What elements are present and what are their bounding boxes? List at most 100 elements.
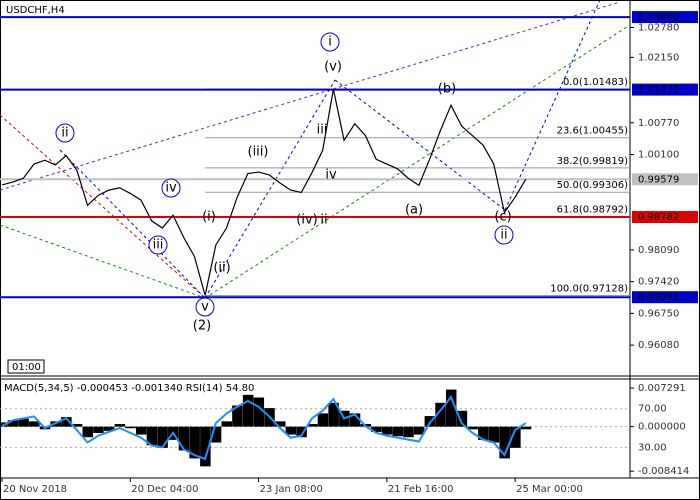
macd-bar bbox=[403, 426, 414, 438]
macd-bar bbox=[114, 424, 126, 427]
wave-label: iii bbox=[153, 238, 164, 253]
y-tick-label: 1.02780 bbox=[638, 22, 679, 33]
wave-label: iv bbox=[325, 168, 337, 183]
wave-label: (v) bbox=[324, 60, 342, 75]
macd-bar bbox=[18, 418, 29, 427]
macd-bar bbox=[103, 426, 115, 431]
y-tick-label: 1.02150 bbox=[638, 52, 679, 63]
price-line bbox=[1, 89, 527, 296]
y-tick-label: 0.007291 bbox=[638, 383, 686, 394]
macd-bar bbox=[520, 426, 532, 430]
x-tick-label: 25 Mar 00:00 bbox=[516, 484, 583, 495]
macd-bar bbox=[499, 426, 510, 459]
macd-bar bbox=[296, 426, 307, 438]
macd-bar bbox=[371, 426, 382, 432]
wave-label: (2) bbox=[193, 319, 211, 334]
level-box bbox=[632, 173, 698, 186]
macd-bar bbox=[445, 389, 457, 427]
y-tick-label: 0.96080 bbox=[638, 340, 679, 351]
wave-label: v bbox=[201, 300, 209, 315]
wave-label: (ii) bbox=[213, 261, 230, 276]
macd-bar bbox=[253, 397, 265, 427]
y-tick-label: 0.96750 bbox=[638, 308, 679, 319]
macd-bar bbox=[93, 426, 104, 433]
trend-line bbox=[204, 79, 336, 299]
macd-bar bbox=[328, 402, 339, 427]
macd-bar bbox=[274, 421, 286, 427]
wave-label: (b) bbox=[438, 82, 456, 97]
trend-lines bbox=[0, 0, 631, 299]
macd-bar bbox=[232, 405, 243, 427]
level-box bbox=[632, 83, 698, 96]
x-tick-label: 23 Jan 08:00 bbox=[260, 484, 323, 495]
macd-bar bbox=[82, 426, 94, 438]
macd-bar bbox=[146, 426, 158, 446]
wave-circle bbox=[161, 178, 181, 198]
level-box bbox=[632, 211, 698, 224]
x-tick-label: 21 Feb 16:00 bbox=[388, 484, 454, 495]
fib-label: 50.0(0.99306) bbox=[557, 180, 629, 191]
wave-label: (iv) bbox=[296, 213, 317, 228]
time-box bbox=[7, 359, 45, 374]
macd-bar bbox=[7, 420, 19, 427]
indicator-title: MACD(5,34,5) -0.000453 -0.001340 RSI(14)… bbox=[4, 383, 254, 394]
y2-tick-label: 70.00 bbox=[638, 404, 667, 415]
wave-label: iv bbox=[165, 181, 177, 196]
macd-bar bbox=[510, 426, 521, 448]
macd-bar bbox=[392, 426, 404, 437]
level-box bbox=[632, 11, 698, 24]
wave-label: (i) bbox=[202, 210, 216, 225]
fib-label: 61.8(0.98792) bbox=[557, 205, 629, 216]
macd-bar bbox=[285, 426, 297, 435]
macd-bar bbox=[456, 410, 468, 427]
level-label: 1.03000 bbox=[638, 12, 679, 23]
level-label: 0.99579 bbox=[638, 174, 679, 185]
level-label: 0.97091 bbox=[638, 292, 679, 303]
wave-label: i bbox=[328, 35, 332, 50]
time-label: 01:00 bbox=[12, 362, 41, 373]
macd-bar bbox=[189, 426, 200, 459]
wave-label: (c) bbox=[494, 210, 511, 225]
level-label: 1.01470 bbox=[638, 85, 679, 96]
macd-bar bbox=[200, 426, 211, 467]
wave-circle bbox=[320, 32, 340, 52]
fib-label: 38.2(0.99819) bbox=[557, 156, 629, 167]
rsi-line bbox=[1, 395, 527, 461]
macd-bar bbox=[135, 426, 147, 435]
macd-bar bbox=[381, 426, 393, 435]
trend-line bbox=[204, 24, 631, 299]
macd-bar bbox=[29, 421, 40, 427]
wave-circle bbox=[55, 123, 75, 143]
wave-circle bbox=[195, 297, 215, 317]
macd-bar bbox=[178, 426, 190, 451]
macd-bar bbox=[478, 426, 489, 440]
macd-bar bbox=[210, 426, 222, 443]
wave-label: ii bbox=[500, 228, 507, 243]
macd-bar bbox=[221, 421, 232, 427]
chart-title: USDCHF,H4 bbox=[6, 5, 65, 16]
macd-bar bbox=[424, 416, 436, 427]
fib-label: 0.0(1.01483) bbox=[563, 77, 628, 88]
y-tick-label: 1.00770 bbox=[638, 118, 679, 129]
wave-label: ii bbox=[61, 126, 68, 141]
wave-circle bbox=[494, 225, 514, 245]
fib-label: 23.6(1.00455) bbox=[557, 126, 629, 137]
macd-bar bbox=[317, 413, 329, 427]
y-tick-label: 0.97420 bbox=[638, 277, 679, 288]
trend-line bbox=[0, 114, 206, 299]
fib-label: 100.0(0.97128) bbox=[550, 283, 628, 294]
macd-bar bbox=[125, 426, 136, 429]
x-tick-label: 20 Nov 2018 bbox=[3, 484, 67, 495]
wave-label: ii bbox=[320, 213, 327, 228]
macd-bar bbox=[157, 426, 168, 448]
wave-label: iii bbox=[317, 123, 328, 138]
macd-bar bbox=[349, 413, 361, 427]
y-tick-label: 1.00100 bbox=[638, 150, 679, 161]
x-tick-label: 20 Dec 04:00 bbox=[131, 484, 198, 495]
y-tick-label: 0.98090 bbox=[638, 245, 679, 256]
y-tick-label: 0.000000 bbox=[638, 422, 686, 433]
trend-line bbox=[59, 149, 206, 299]
level-label: 0.98782 bbox=[638, 212, 679, 223]
